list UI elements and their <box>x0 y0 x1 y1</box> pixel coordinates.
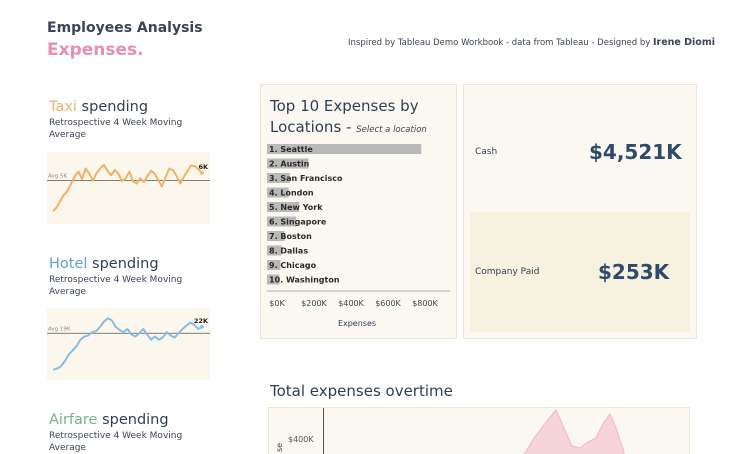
hotel-sparkline-svg: Avg 19K 22K <box>47 317 210 371</box>
top10-title-line1: Top 10 Expenses by <box>270 97 419 115</box>
cash-kpi-card[interactable]: Cash $4,521K <box>470 90 690 208</box>
hotel-title-rest: spending <box>87 256 159 272</box>
top10-bar-chart[interactable]: 1. Seattle 2. Austin 3. San Francisco 4. Lo… <box>262 140 456 330</box>
dashboard-subtitle: Expenses. <box>47 40 144 60</box>
company-paid-kpi-value: $253K <box>598 260 670 284</box>
airfare-title-rest: spending <box>97 412 169 428</box>
hotel-accent: Hotel <box>49 256 88 272</box>
top10-bar <box>267 173 290 183</box>
top10-x-tick: $400K <box>338 299 364 308</box>
hotel-avg-label: Avg 19K <box>48 326 71 332</box>
top10-bar <box>267 202 300 212</box>
top10-title: Top 10 Expenses by Locations - Select a … <box>270 96 427 141</box>
cash-kpi-value: $4,521K <box>589 140 682 164</box>
top10-bar <box>267 260 281 270</box>
credit-author[interactable]: Irene Diomi <box>652 37 715 48</box>
total-y-axis <box>323 408 324 454</box>
top10-bar <box>267 274 280 285</box>
taxi-end-label: 6K <box>198 163 209 171</box>
company-paid-kpi-card[interactable]: Company Paid $253K <box>470 212 690 332</box>
top10-x-tick: $200K <box>301 299 327 308</box>
taxi-spending-title: Taxi spending <box>49 96 148 115</box>
top10-bar-label: 9. Chicago <box>269 261 317 270</box>
hotel-end-label: 22K <box>194 317 209 325</box>
airfare-spending-title: Airfare spending <box>49 409 169 428</box>
total-expenses-panel: $400K se <box>268 407 690 454</box>
airfare-subtitle: Retrospective 4 Week Moving Average <box>49 431 183 453</box>
taxi-sparkline-chart[interactable]: Avg 5K 6K <box>47 152 210 224</box>
top10-x-tick: $800K <box>412 299 438 308</box>
top10-x-tick: $600K <box>375 299 401 308</box>
top10-title-line2: Locations - <box>270 118 352 136</box>
taxi-end-point <box>200 171 204 175</box>
taxi-series-line <box>52 163 203 212</box>
credit-text: Inspired by Tableau Demo Workbook - data… <box>348 38 651 48</box>
top10-bar-label: 7. Boston <box>269 232 312 241</box>
top10-title-line2-wrap: Locations - Select a location <box>270 117 427 141</box>
total-area-series <box>524 409 625 454</box>
top10-bar <box>267 187 289 198</box>
top10-bar <box>267 245 282 256</box>
taxi-sparkline-svg: Avg 5K 6K <box>47 163 210 212</box>
company-paid-kpi-label: Company Paid <box>475 267 540 277</box>
top10-bar-label: 1. Seattle <box>269 145 313 154</box>
top10-bar-label: 5. New York <box>269 203 323 212</box>
taxi-subtitle: Retrospective 4 Week Moving Average <box>49 118 183 140</box>
top10-bar-label: 8. Dallas <box>269 247 308 256</box>
top10-bar-label: 10. Washington <box>269 276 340 285</box>
credit-line: Inspired by Tableau Demo Workbook - data… <box>348 37 715 48</box>
hotel-series-line <box>52 317 203 371</box>
taxi-title-rest: spending <box>76 99 149 115</box>
top10-bar-label: 2. Austin <box>269 160 310 169</box>
hotel-spending-title: Hotel spending <box>49 253 159 272</box>
select-location-hint: Select a location <box>356 125 427 135</box>
cash-kpi-label: Cash <box>475 147 498 157</box>
hotel-subtitle: Retrospective 4 Week Moving Average <box>49 275 183 297</box>
total-area-chart[interactable] <box>324 408 690 454</box>
top10-x-tick: $0K <box>269 299 285 308</box>
top10-bar <box>267 216 296 227</box>
top10-bar-label: 6. Singapore <box>269 218 327 227</box>
top10-bar <box>267 158 309 169</box>
taxi-accent: Taxi <box>49 99 77 115</box>
top10-bar <box>267 144 422 154</box>
top10-bar-label: 3. San Francisco <box>269 174 343 183</box>
taxi-avg-label: Avg 5K <box>48 174 67 180</box>
hotel-sparkline-chart[interactable]: Avg 19K 22K <box>47 308 210 380</box>
top10-bar <box>267 231 285 241</box>
top10-bar-label: 4. London <box>269 189 314 198</box>
total-ytick-400k: $400K <box>288 435 314 444</box>
total-expenses-title: Total expenses overtime <box>270 382 453 400</box>
hotel-end-point <box>200 325 204 329</box>
total-ylabel: se <box>275 442 285 453</box>
airfare-accent: Airfare <box>49 412 98 428</box>
top10-x-label: Expenses <box>338 319 376 328</box>
dashboard-title: Employees Analysis <box>47 20 203 36</box>
